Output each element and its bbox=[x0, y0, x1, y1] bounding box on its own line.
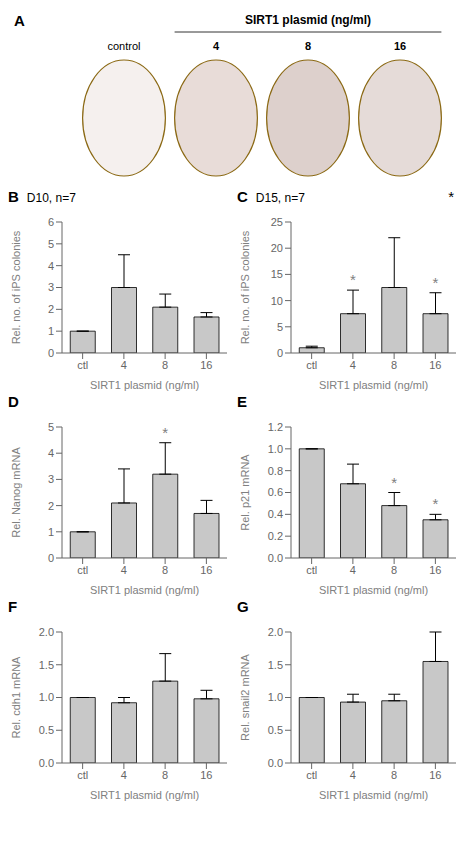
svg-text:1: 1 bbox=[48, 325, 54, 337]
svg-text:1.0: 1.0 bbox=[268, 691, 283, 703]
svg-text:4: 4 bbox=[48, 260, 54, 272]
svg-text:0.0: 0.0 bbox=[268, 552, 283, 564]
svg-text:16: 16 bbox=[200, 359, 212, 371]
svg-text:0.5: 0.5 bbox=[39, 724, 54, 736]
svg-text:20: 20 bbox=[271, 242, 283, 254]
svg-text:0.0: 0.0 bbox=[39, 757, 54, 769]
svg-text:control: control bbox=[107, 40, 140, 52]
svg-text:8: 8 bbox=[391, 359, 397, 371]
html-text:C: C bbox=[237, 188, 248, 205]
svg-text:1.0: 1.0 bbox=[268, 443, 283, 455]
svg-text:16: 16 bbox=[394, 40, 406, 52]
svg-text:8: 8 bbox=[305, 40, 311, 52]
svg-text:4: 4 bbox=[350, 769, 356, 781]
svg-text:Rel. snail2 mRNA: Rel. snail2 mRNA bbox=[239, 653, 251, 740]
svg-text:SIRT1 plasmid (ng/ml): SIRT1 plasmid (ng/ml) bbox=[90, 789, 199, 801]
svg-text:1.5: 1.5 bbox=[39, 659, 54, 671]
html-text:D15, n=7: D15, n=7 bbox=[255, 191, 305, 205]
html-text:B: B bbox=[8, 188, 19, 205]
svg-text:*: * bbox=[391, 474, 397, 491]
svg-text:0.2: 0.2 bbox=[268, 530, 283, 542]
svg-text:ctl: ctl bbox=[306, 359, 317, 371]
svg-text:3: 3 bbox=[48, 281, 54, 293]
svg-text:1.0: 1.0 bbox=[39, 691, 54, 703]
svg-text:1.5: 1.5 bbox=[268, 659, 283, 671]
svg-text:5: 5 bbox=[277, 321, 283, 333]
svg-text:SIRT1 plasmid (ng/ml): SIRT1 plasmid (ng/ml) bbox=[90, 584, 199, 596]
svg-text:ctl: ctl bbox=[77, 769, 88, 781]
svg-text:8: 8 bbox=[162, 564, 168, 576]
svg-text:SIRT1 plasmid (ng/ml): SIRT1 plasmid (ng/ml) bbox=[90, 379, 199, 391]
svg-text:*: * bbox=[350, 271, 356, 288]
html-text:D: D bbox=[8, 393, 19, 410]
svg-text:16: 16 bbox=[200, 769, 212, 781]
svg-text:Rel. cdh1 mRNA: Rel. cdh1 mRNA bbox=[10, 656, 22, 739]
svg-text:4: 4 bbox=[48, 447, 54, 459]
html-text:D10, n=7: D10, n=7 bbox=[26, 191, 76, 205]
svg-text:ctl: ctl bbox=[306, 564, 317, 576]
svg-text:10: 10 bbox=[271, 295, 283, 307]
svg-text:8: 8 bbox=[391, 769, 397, 781]
svg-text:4: 4 bbox=[213, 40, 220, 52]
svg-text:16: 16 bbox=[429, 769, 441, 781]
svg-text:0.0: 0.0 bbox=[268, 757, 283, 769]
svg-text:*: * bbox=[432, 274, 438, 291]
svg-text:0: 0 bbox=[48, 552, 54, 564]
svg-text:SIRT1 plasmid (ng/ml): SIRT1 plasmid (ng/ml) bbox=[319, 584, 428, 596]
svg-text:0: 0 bbox=[277, 347, 283, 359]
svg-text:4: 4 bbox=[121, 359, 127, 371]
svg-text:16: 16 bbox=[429, 564, 441, 576]
svg-text:8: 8 bbox=[391, 564, 397, 576]
svg-text:5: 5 bbox=[48, 238, 54, 250]
svg-text:SIRT1 plasmid (ng/ml): SIRT1 plasmid (ng/ml) bbox=[319, 789, 428, 801]
svg-text:0.8: 0.8 bbox=[268, 465, 283, 477]
svg-text:8: 8 bbox=[162, 359, 168, 371]
svg-text:ctl: ctl bbox=[306, 769, 317, 781]
svg-text:Rel. no. of iPS colonies: Rel. no. of iPS colonies bbox=[239, 230, 251, 344]
svg-text:16: 16 bbox=[200, 564, 212, 576]
svg-text:3: 3 bbox=[48, 473, 54, 485]
svg-text:4: 4 bbox=[350, 564, 356, 576]
svg-text:4: 4 bbox=[121, 564, 127, 576]
svg-text:1.2: 1.2 bbox=[268, 421, 283, 433]
svg-text:0: 0 bbox=[48, 347, 54, 359]
svg-text:0.5: 0.5 bbox=[268, 724, 283, 736]
html-text:E: E bbox=[237, 393, 247, 410]
svg-text:*: * bbox=[432, 495, 438, 512]
svg-text:2.0: 2.0 bbox=[39, 626, 54, 638]
svg-text:2.0: 2.0 bbox=[268, 626, 283, 638]
svg-text:Rel. Nanog mRNA: Rel. Nanog mRNA bbox=[10, 447, 22, 538]
svg-text:Rel. no. of iPS colonies: Rel. no. of iPS colonies bbox=[10, 230, 22, 344]
svg-text:*: * bbox=[162, 424, 168, 441]
svg-text:0.6: 0.6 bbox=[268, 486, 283, 498]
svg-text:SIRT1 plasmid (ng/ml): SIRT1 plasmid (ng/ml) bbox=[319, 379, 428, 391]
svg-text:8: 8 bbox=[162, 769, 168, 781]
html-text:G: G bbox=[237, 598, 249, 615]
svg-text:1: 1 bbox=[48, 526, 54, 538]
svg-text:15: 15 bbox=[271, 268, 283, 280]
svg-text:4: 4 bbox=[350, 359, 356, 371]
svg-text:2: 2 bbox=[48, 500, 54, 512]
html-text:F: F bbox=[8, 598, 18, 615]
svg-text:0.4: 0.4 bbox=[268, 508, 283, 520]
svg-text:A: A bbox=[14, 12, 25, 29]
svg-text:6: 6 bbox=[48, 216, 54, 228]
svg-text:Rel. p21 mRNA: Rel. p21 mRNA bbox=[239, 454, 251, 531]
svg-text:SIRT1 plasmid (ng/ml): SIRT1 plasmid (ng/ml) bbox=[245, 13, 371, 27]
svg-text:ctl: ctl bbox=[77, 564, 88, 576]
svg-text:16: 16 bbox=[429, 359, 441, 371]
svg-text:2: 2 bbox=[48, 303, 54, 315]
svg-text:25: 25 bbox=[271, 216, 283, 228]
svg-text:4: 4 bbox=[121, 769, 127, 781]
svg-text:ctl: ctl bbox=[77, 359, 88, 371]
svg-text:5: 5 bbox=[48, 421, 54, 433]
